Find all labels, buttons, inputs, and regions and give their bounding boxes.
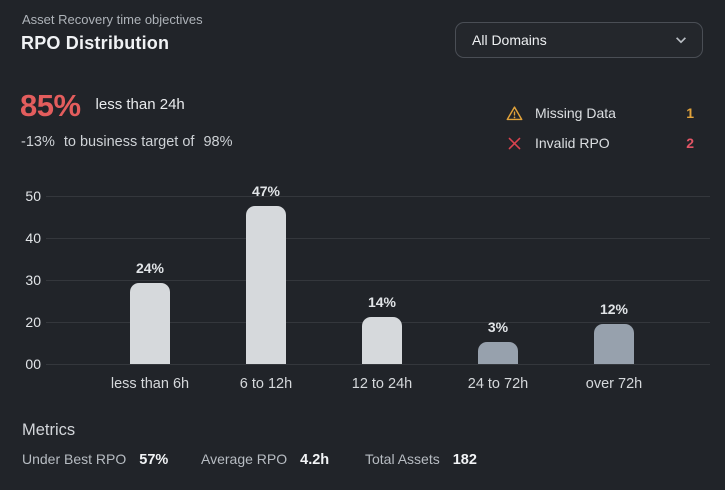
invalid-rpo-label: Invalid RPO [535, 135, 610, 151]
gridline [46, 196, 710, 197]
bar-24-to-72h[interactable] [478, 342, 518, 364]
x-axis-category-label: 24 to 72h [467, 376, 529, 392]
missing-data-count: 1 [686, 105, 694, 121]
x-axis-category-label: over 72h [585, 376, 643, 392]
gridline [46, 238, 710, 239]
delta-value: -13% [21, 134, 55, 150]
chevron-down-icon [676, 37, 686, 44]
x-axis-category-label: less than 6h [110, 376, 190, 392]
bar-value-label: 3% [487, 319, 509, 335]
metric-average-rpo: Average RPO 4.2h [201, 451, 329, 468]
rpo-bar-chart: 50 40 30 20 00 24% less than 6h 47% 6 to 12h 14% 1… [0, 183, 725, 400]
headline-percentage: 85% [20, 88, 81, 123]
invalid-rpo-count: 2 [686, 135, 694, 151]
bar-value-label: 12% [599, 301, 629, 317]
target-value: 98% [203, 134, 233, 150]
y-axis-tick-label: 00 [25, 356, 41, 372]
metrics-row: Under Best RPO 57% Average RPO 4.2h Tota… [0, 451, 725, 471]
x-mark-icon [508, 137, 521, 149]
alerts-panel: Missing Data 1 Invalid RPO 2 [506, 103, 694, 163]
metric-label: Average RPO [201, 451, 288, 467]
gridline [46, 364, 710, 365]
x-axis-category-label: 6 to 12h [239, 376, 293, 392]
x-axis-category-label: 12 to 24h [351, 376, 413, 392]
bar-value-label: 24% [135, 260, 165, 276]
metric-value: 182 [452, 452, 477, 468]
y-axis-tick-label: 30 [25, 272, 41, 288]
metrics-heading: Metrics [22, 421, 76, 439]
metric-label: Total Assets [365, 451, 440, 467]
gridline [46, 280, 710, 281]
headline-stat: 85% less than 24h [20, 88, 185, 124]
bar-value-label: 47% [251, 183, 281, 199]
page-title: RPO Distribution [21, 33, 170, 53]
delta-text: to business target of [63, 134, 195, 150]
bar-over-72h[interactable] [594, 324, 634, 364]
business-target-line: -13% to business target of 98% [21, 134, 232, 150]
bar-less-than-6h[interactable] [130, 283, 170, 364]
missing-data-row: Missing Data 1 [506, 103, 694, 123]
y-axis-tick-label: 40 [25, 230, 41, 246]
headline-label: less than 24h [95, 95, 185, 113]
invalid-rpo-row: Invalid RPO 2 [506, 133, 694, 153]
card-subtitle: Asset Recovery time objectives [22, 12, 203, 27]
metric-under-best-rpo: Under Best RPO 57% [22, 451, 168, 468]
y-axis-tick-label: 20 [25, 314, 41, 330]
warning-triangle-icon [506, 105, 523, 120]
missing-data-label: Missing Data [535, 105, 616, 121]
metric-label: Under Best RPO [22, 451, 127, 467]
metric-value: 57% [139, 452, 169, 468]
domain-filter-value: All Domains [472, 32, 547, 48]
y-axis-tick-label: 50 [25, 188, 41, 204]
bar-value-label: 14% [367, 294, 397, 310]
metric-value: 4.2h [300, 452, 330, 468]
metric-total-assets: Total Assets 182 [365, 451, 477, 468]
domain-filter-dropdown[interactable]: All Domains [455, 22, 703, 58]
bar-6-to-12h[interactable] [246, 206, 286, 364]
bar-12-to-24h[interactable] [362, 317, 402, 364]
